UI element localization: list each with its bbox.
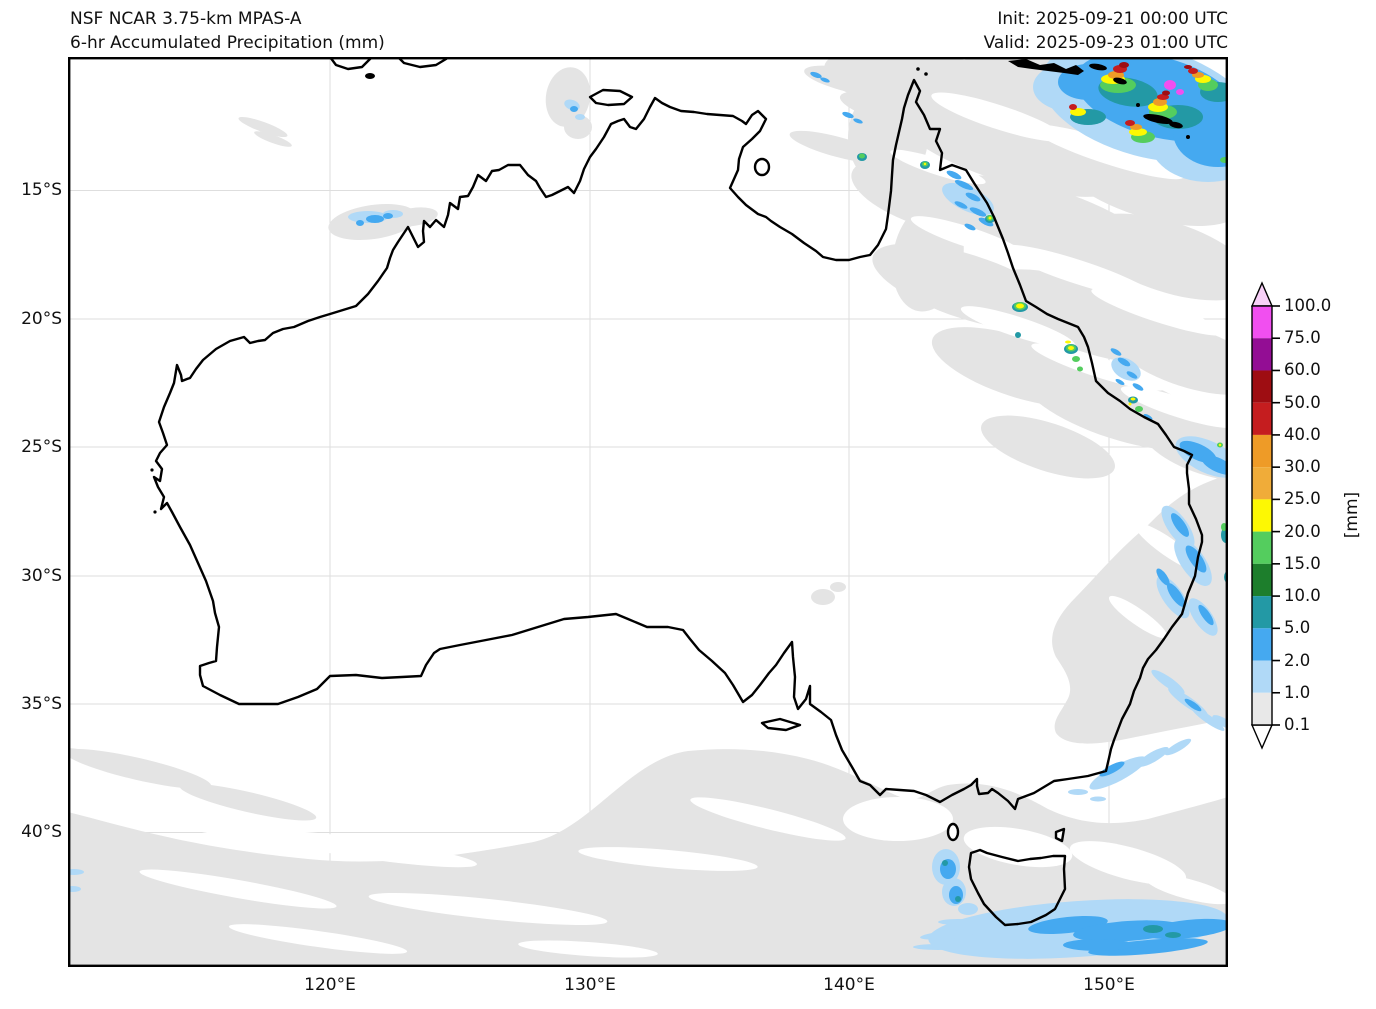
melville-island [588,88,634,107]
plot-title-line1: NSF NCAR 3.75-km MPAS-A [70,9,302,29]
plot-title-line2: 6-hr Accumulated Precipitation (mm) [70,33,385,53]
lon-tick-120e: 120°E [304,975,356,995]
valid-timestamp: Valid: 2025-09-23 01:00 UTC [983,33,1228,53]
lat-tick-40s: 40°S [21,822,62,842]
map-canvas [68,57,1228,967]
lon-tick-140e: 140°E [823,975,875,995]
cbar-tick-2: 2.0 [1284,651,1311,670]
lon-tick-150e: 150°E [1083,975,1135,995]
colorbar-under-arrow [1250,724,1274,750]
king-island [946,822,960,842]
flinders-island [1054,827,1066,843]
australia-coastline [152,78,1204,811]
lon-tick-130e: 130°E [564,975,616,995]
cbar-tick-100: 100.0 [1284,296,1332,315]
colorbar-outline [1251,305,1273,726]
lat-tick-20s: 20°S [21,309,62,329]
kangaroo-island [760,717,802,732]
map-frame [68,57,1228,967]
cbar-tick-40: 40.0 [1284,425,1321,444]
cbar-tick-25: 25.0 [1284,489,1321,508]
precip-blue [356,71,1228,956]
cbar-tick-15: 15.0 [1284,554,1321,573]
colorbar-segments [1252,306,1272,725]
lat-tick-25s: 25°S [21,437,62,457]
cbar-tick-30: 30.0 [1284,457,1321,476]
cloud-gaps [99,92,1228,958]
cbar-tick-5: 5.0 [1284,618,1311,637]
tasmania-coastline [967,848,1067,927]
colorbar-ticks [1272,305,1280,726]
lat-tick-30s: 30°S [21,566,62,586]
lat-tick-15s: 15°S [21,180,62,200]
init-timestamp: Init: 2025-09-21 00:00 UTC [997,9,1228,29]
coastlines [152,57,1204,927]
cbar-tick-1: 1.0 [1284,683,1311,702]
cbar-tick-10: 10.0 [1284,586,1321,605]
colorbar-over-arrow [1250,281,1274,307]
cbar-tick-75: 75.0 [1284,328,1321,347]
precip-coastal-specks [857,153,1228,938]
small-islands [150,59,1190,514]
cbar-tick-20: 20.0 [1284,522,1321,541]
colorbar [1250,281,1280,750]
cbar-tick-50: 50.0 [1284,393,1321,412]
cbar-tick-60: 60.0 [1284,360,1321,379]
cbar-tick-0p1: 0.1 [1284,715,1311,734]
lat-tick-35s: 35°S [21,694,62,714]
colorbar-unit-label: [mm] [1342,491,1362,539]
precip-heavy-cluster [1033,57,1228,182]
groote-eylandt [753,157,771,177]
